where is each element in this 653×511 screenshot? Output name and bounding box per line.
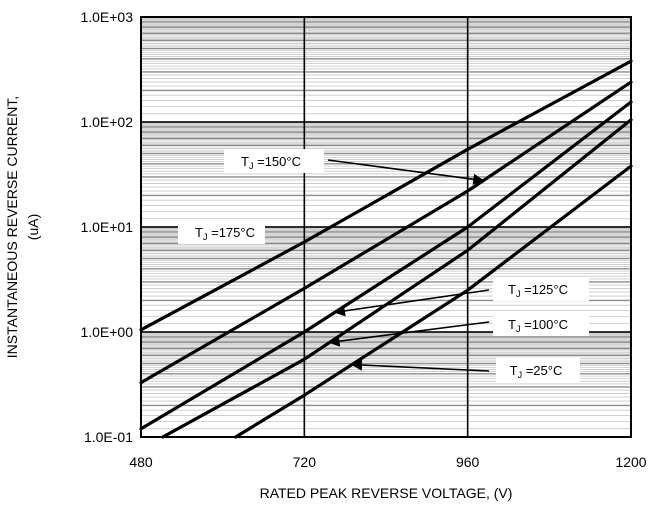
y-tick-label: 1.0E+01 — [80, 219, 133, 235]
x-axis-title: RATED PEAK REVERSE VOLTAGE, (V) — [260, 485, 513, 501]
x-tick-label: 720 — [293, 454, 317, 470]
annotations: TJ =175°C TJ =150°C TJ =125°C TJ =100°C TJ =… — [178, 149, 589, 382]
plot-frame — [140, 16, 632, 438]
x-tick-label: 1200 — [615, 454, 646, 470]
y-tick-label: 1.0E+03 — [80, 9, 133, 25]
series-line-4 — [234, 164, 633, 439]
y-tick-label: 1.0E-01 — [84, 429, 133, 445]
annotation-label-2: TJ =125°C — [508, 282, 568, 299]
axes: 1.0E-01 1.0E+00 1.0E+01 1.0E+02 1.0E+03 480 72… — [80, 9, 646, 470]
annotation-bg-2 — [493, 277, 589, 301]
y-tick-label: 1.0E+00 — [80, 324, 133, 340]
x-tick-label: 480 — [129, 454, 153, 470]
x-tick-label: 960 — [456, 454, 480, 470]
y-axis-title-line2: (uA) — [25, 214, 41, 240]
series-line-1 — [139, 80, 633, 385]
annotation-label-4: TJ =25°C — [510, 363, 563, 380]
annotation-label-0: TJ =175°C — [195, 225, 255, 242]
annotation-bg-1 — [224, 149, 324, 173]
annotation-arrow-3 — [328, 321, 490, 347]
series-line-0 — [139, 59, 633, 332]
series-line-2 — [139, 100, 633, 431]
annotation-arrow-4 — [350, 359, 490, 372]
annotation-label-1: TJ =150°C — [241, 154, 301, 171]
annotation-arrow-2 — [333, 289, 490, 317]
annotation-bg-0 — [178, 220, 265, 244]
annotation-label-3: TJ =100°C — [508, 317, 568, 334]
y-axis-title-line1: INSTANTANEOUS REVERSE CURRENT, — [4, 96, 20, 358]
annotation-bg-3 — [493, 312, 589, 336]
annotation-arrow-1 — [327, 159, 485, 185]
annotation-bg-4 — [496, 358, 580, 382]
y-tick-label: 1.0E+02 — [80, 114, 133, 130]
